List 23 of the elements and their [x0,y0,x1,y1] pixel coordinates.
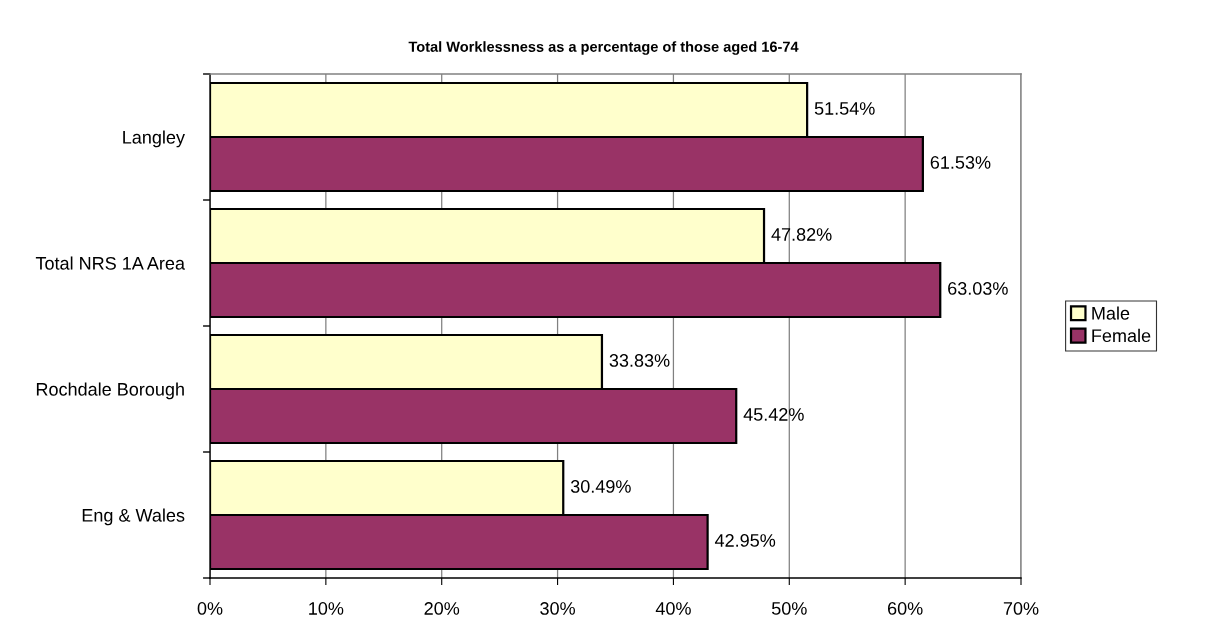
x-tick-label: 60% [887,602,923,615]
data-label: 51.54% [814,102,875,115]
y-tick-label: Rochdale Borough [36,382,184,400]
chart-title: Total Worklessness as a percentage of those aged 16-74 [408,41,799,55]
x-tick-label: 30% [540,602,575,615]
x-tick-label: 20% [424,602,460,615]
x-tick-label: 70% [1003,602,1039,615]
data-label: 47.82% [771,228,832,241]
data-label: 33.83% [609,354,670,367]
y-tick-label: Eng & Wales [82,508,185,526]
data-label: 61.53% [930,156,991,169]
data-label: 45.42% [743,408,804,421]
data-label: 63.03% [948,282,1008,295]
legend-label: Female [1092,328,1151,343]
x-tick-label: 10% [309,602,344,615]
y-tick-label: Total NRS 1A Area [35,256,185,270]
x-tick-label: 50% [771,602,807,615]
data-label: 42.95% [714,534,776,547]
x-tick-label: 40% [655,602,691,615]
y-tick-label: Langley [123,130,185,148]
x-tick-label: 0% [197,602,223,615]
legend-label: Male [1092,306,1130,320]
data-label: 30.49% [570,480,631,493]
